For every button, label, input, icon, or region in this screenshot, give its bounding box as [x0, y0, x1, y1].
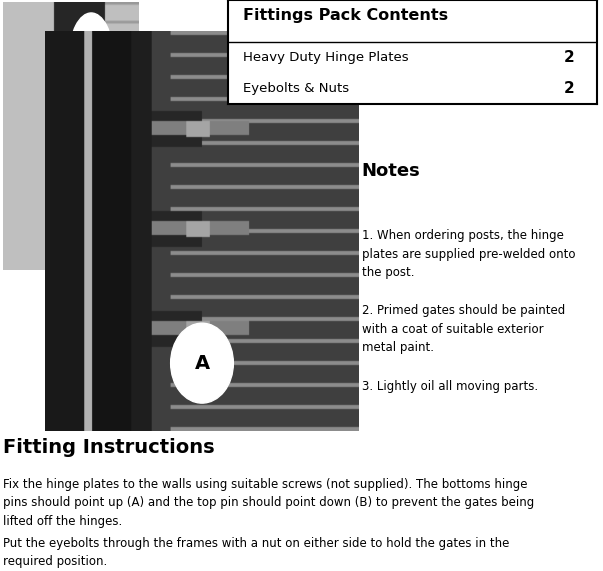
- Text: B: B: [84, 46, 98, 65]
- Text: 2: 2: [564, 50, 575, 65]
- Text: Fitting Instructions: Fitting Instructions: [3, 438, 215, 457]
- Text: 2. Primed gates should be painted
with a coat of suitable exterior
metal paint.: 2. Primed gates should be painted with a…: [362, 304, 565, 355]
- Text: Fix the hinge plates to the walls using suitable screws (not supplied). The bott: Fix the hinge plates to the walls using …: [3, 478, 534, 528]
- Text: Fittings Pack Contents: Fittings Pack Contents: [242, 9, 448, 23]
- Text: 3. Lightly oil all moving parts.: 3. Lightly oil all moving parts.: [362, 380, 538, 393]
- Text: Eyebolts & Nuts: Eyebolts & Nuts: [242, 82, 349, 95]
- Circle shape: [69, 13, 113, 98]
- Circle shape: [171, 323, 233, 403]
- Text: 2: 2: [564, 81, 575, 96]
- Text: 1. When ordering posts, the hinge
plates are supplied pre-welded onto
the post.: 1. When ordering posts, the hinge plates…: [362, 230, 575, 279]
- Text: Heavy Duty Hinge Plates: Heavy Duty Hinge Plates: [242, 51, 408, 63]
- Text: Put the eyebolts through the frames with a nut on either side to hold the gates : Put the eyebolts through the frames with…: [3, 537, 510, 568]
- Text: Notes: Notes: [362, 162, 420, 180]
- Text: A: A: [194, 353, 210, 373]
